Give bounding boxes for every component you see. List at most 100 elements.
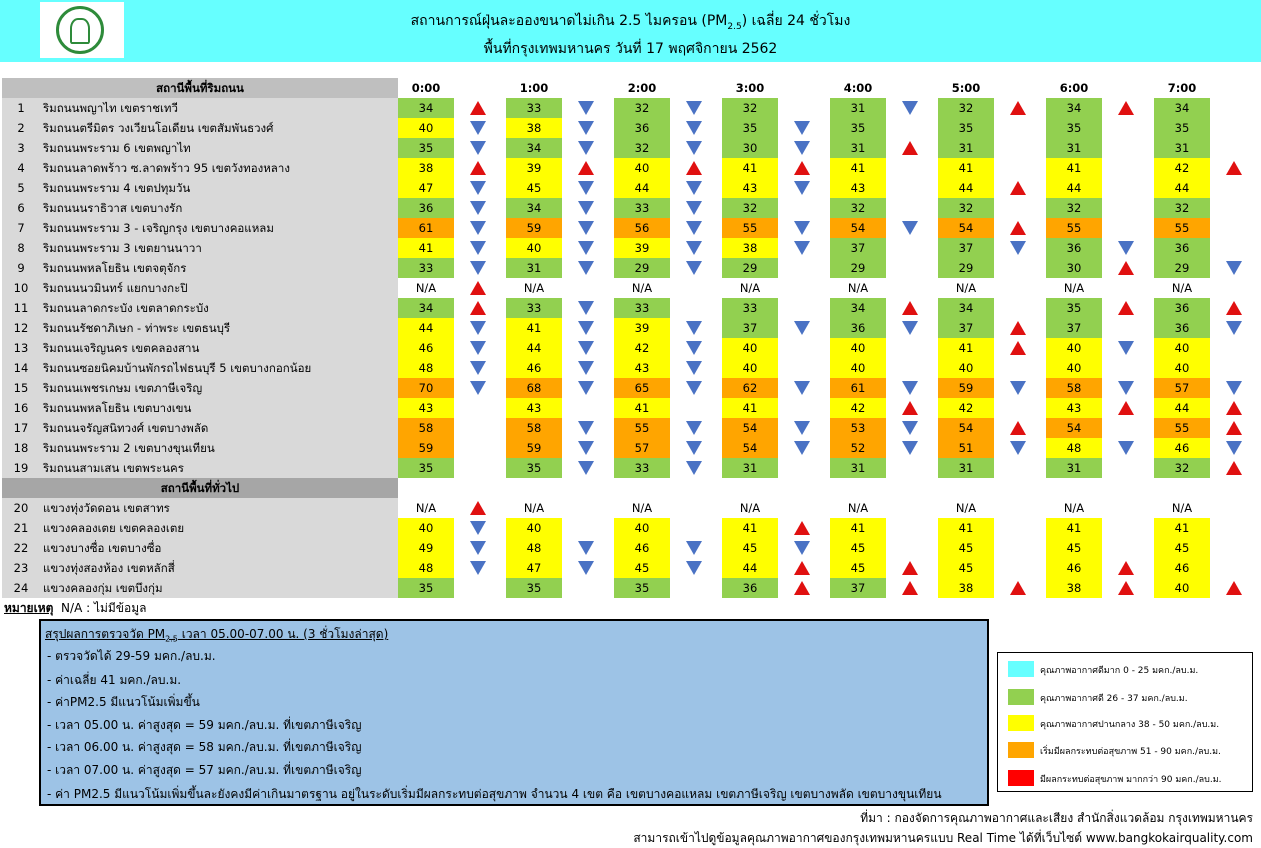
trend-cell	[468, 258, 488, 278]
trend-cell	[792, 418, 812, 438]
table-header-row: สถานีพื้นที่ริมถนน 0:00 1:00 2:00 3:00 4:00 5…	[2, 78, 1260, 98]
pm25-value: 45	[1154, 538, 1210, 558]
station-number: 22	[2, 538, 40, 558]
trend-cell	[468, 538, 488, 558]
trend-cell	[1224, 578, 1244, 598]
pm25-value: N/A	[722, 278, 778, 298]
station-name: ริมถนนพระราม 6 เขตพญาไท	[40, 138, 398, 158]
table-row: 23 แขวงทุ่งสองห้อง เขตหลักสี่ 48 47 45 44 45 45…	[2, 558, 1260, 578]
trend-cell	[1224, 298, 1244, 318]
trend-down-icon	[1226, 381, 1242, 395]
station-number: 21	[2, 518, 40, 538]
summary-line: - ค่าเฉลี่ย 41 มคก./ลบ.ม.	[47, 673, 182, 687]
trend-down-icon	[578, 241, 594, 255]
pm25-value: 41	[722, 518, 778, 538]
report-header: สถานการณ์ฝุ่นละอองขนาดไม่เกิน 2.5 ไมครอน…	[0, 0, 1261, 62]
trend-cell	[576, 538, 596, 558]
trend-cell	[1224, 318, 1244, 338]
trend-cell	[1116, 98, 1136, 118]
trend-cell	[576, 458, 596, 478]
table-row: 21 แขวงคลองเตย เขตคลองเตย 40 40 40 41 41 41 41 41	[2, 518, 1260, 538]
pm25-value: 46	[1154, 558, 1210, 578]
trend-cell	[1008, 178, 1028, 198]
pm25-value: 45	[1046, 538, 1102, 558]
pm25-value: 33	[614, 458, 670, 478]
pm25-value: 35	[722, 118, 778, 138]
station-name: ริมถนนพระราม 2 เขตบางขุนเทียน	[40, 438, 398, 458]
table-row: 7 ริมถนนพระราม 3 - เจริญกรุง เขตบางคอแหลม…	[2, 218, 1260, 238]
trend-cell	[900, 558, 920, 578]
trend-up-icon	[794, 521, 810, 535]
station-name: ริมถนนจรัญสนิทวงศ์ เขตบางพลัด	[40, 418, 398, 438]
trend-cell	[684, 258, 704, 278]
trend-down-icon	[578, 301, 594, 315]
trend-cell	[1116, 558, 1136, 578]
table-row: 6 ริมถนนนราธิวาส เขตบางรัก 36 34 33 32 32 32 32 3…	[2, 198, 1260, 218]
pm25-value: 43	[1046, 398, 1102, 418]
trend-cell	[792, 558, 812, 578]
trend-down-icon	[578, 221, 594, 235]
pm25-value: 31	[830, 98, 886, 118]
trend-cell	[1116, 338, 1136, 358]
pm25-value: 29	[830, 258, 886, 278]
trend-cell	[1116, 238, 1136, 258]
pm25-value: 58	[398, 418, 454, 438]
trend-up-icon	[1226, 581, 1242, 595]
trend-up-icon	[1118, 261, 1134, 275]
trend-cell	[1224, 378, 1244, 398]
pm25-value: N/A	[398, 278, 454, 298]
pm25-value: 40	[938, 358, 994, 378]
pm25-value: 37	[938, 238, 994, 258]
time-header: 2:00	[627, 81, 657, 95]
pm25-value: 41	[614, 398, 670, 418]
trend-cell	[1008, 578, 1028, 598]
trend-cell	[684, 438, 704, 458]
trend-up-icon	[1226, 161, 1242, 175]
trend-cell	[684, 138, 704, 158]
trend-cell	[792, 138, 812, 158]
pm25-value: 36	[398, 198, 454, 218]
pm25-value: N/A	[1154, 498, 1210, 518]
pm25-value: 42	[830, 398, 886, 418]
station-number: 16	[2, 398, 40, 418]
trend-cell	[684, 98, 704, 118]
trend-cell	[684, 458, 704, 478]
pm25-value: 44	[1154, 178, 1210, 198]
trend-down-icon	[1118, 341, 1134, 355]
pm25-value: 54	[830, 218, 886, 238]
pm25-value: 47	[506, 558, 562, 578]
table-row: 10 ริมถนนนวมินทร์ แยกบางกะปิ N/A N/A N/A N/A N…	[2, 278, 1260, 298]
pm25-value: 58	[506, 418, 562, 438]
trend-cell	[1224, 398, 1244, 418]
pm25-value: 41	[722, 398, 778, 418]
pm25-value: 36	[614, 118, 670, 138]
pm25-value: N/A	[1046, 498, 1102, 518]
pm25-value: 48	[1046, 438, 1102, 458]
trend-cell	[576, 258, 596, 278]
trend-cell	[684, 118, 704, 138]
pm25-value: 30	[722, 138, 778, 158]
pm25-value: 32	[722, 198, 778, 218]
trend-cell	[684, 158, 704, 178]
realtime-website-note: สามารถเข้าไปดูข้อมูลคุณภาพอากาศของกรุงเท…	[633, 831, 1253, 845]
trend-up-icon	[470, 301, 486, 315]
legend-label: คุณภาพอากาศดีมาก 0 - 25 มคก./ลบ.ม.	[1040, 666, 1199, 676]
station-number: 2	[2, 118, 40, 138]
pm25-value: 51	[938, 438, 994, 458]
trend-cell	[1224, 158, 1244, 178]
trend-down-icon	[470, 361, 486, 375]
pm25-value: 48	[398, 558, 454, 578]
pm25-value: 44	[398, 318, 454, 338]
trend-down-icon	[686, 461, 702, 475]
trend-up-icon	[1010, 421, 1026, 435]
pm25-value: 36	[1154, 238, 1210, 258]
report-title: สถานการณ์ฝุ่นละอองขนาดไม่เกิน 2.5 ไมครอน…	[410, 13, 851, 32]
table-row: 24 แขวงคลองกุ่ม เขตบึงกุ่ม 35 35 35 36 37 38 38 4…	[2, 578, 1260, 598]
trend-cell	[468, 198, 488, 218]
station-number: 19	[2, 458, 40, 478]
trend-down-icon	[902, 381, 918, 395]
station-number: 17	[2, 418, 40, 438]
trend-down-icon	[794, 141, 810, 155]
trend-up-icon	[794, 561, 810, 575]
table-row: 1 ริมถนนพญาไท เขตราชเทวี 34 33 32 32 31 32 34 34	[2, 98, 1260, 118]
